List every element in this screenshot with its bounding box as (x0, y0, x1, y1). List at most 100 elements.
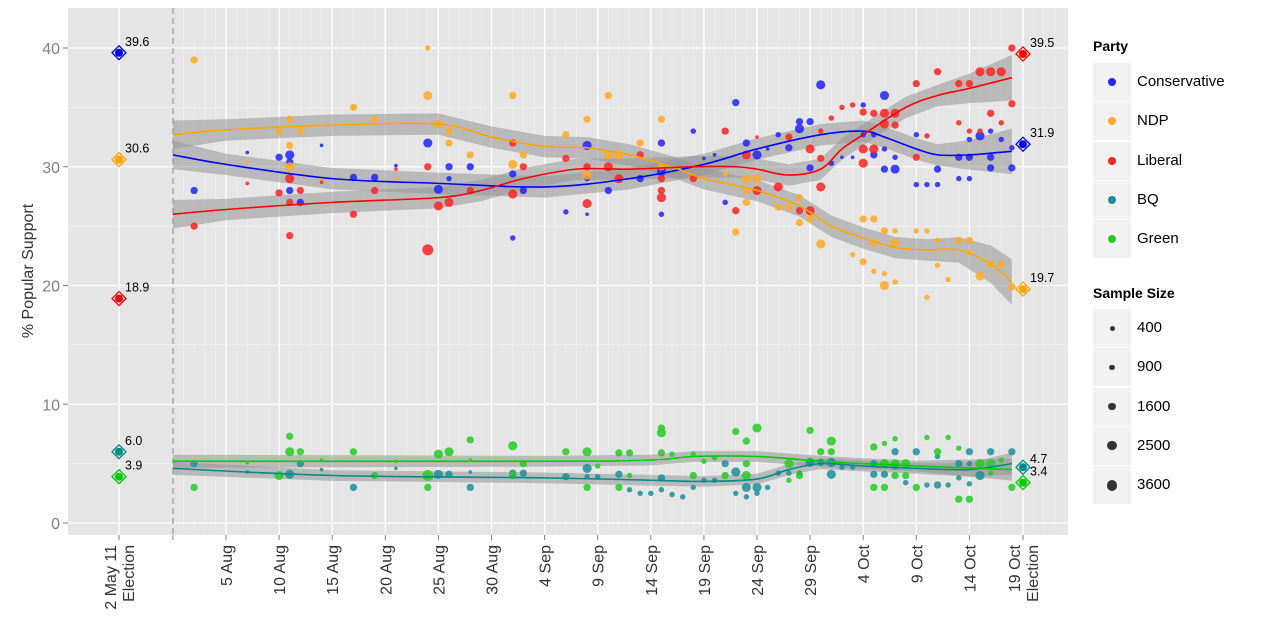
legend-dot-icon (1106, 479, 1118, 491)
poll-point-conservative (880, 165, 889, 173)
legend-label: Conservative (1137, 73, 1225, 90)
poll-point-green (965, 495, 974, 503)
poll-point-liberal (394, 167, 398, 171)
legend-item-size: 3600 (1093, 466, 1273, 505)
poll-point-conservative (519, 186, 527, 195)
x-tick-label: Election (1025, 545, 1042, 602)
legend-item-bq: BQ (1093, 180, 1273, 219)
poll-point-liberal (858, 144, 868, 154)
poll-point-ndp (245, 160, 250, 164)
poll-point-green (826, 436, 836, 446)
trend-line-green (172, 455, 1012, 471)
election-result-label: 6.0 (125, 434, 142, 448)
poll-point-green (987, 470, 994, 476)
poll-point-liberal (319, 180, 324, 185)
confidence-band-ndp (172, 113, 1012, 305)
poll-point-green (891, 471, 899, 480)
poll-point-bq (582, 463, 592, 473)
poll-point-ndp (871, 268, 877, 274)
poll-point-conservative (466, 163, 474, 171)
legend-key (1093, 348, 1131, 387)
poll-point-conservative (371, 173, 379, 182)
confidence-band-bq (172, 452, 1012, 487)
legend-key (1093, 387, 1131, 426)
poll-point-conservative (445, 163, 453, 171)
poll-point-liberal (924, 133, 930, 139)
poll-point-green (879, 459, 889, 469)
poll-point-conservative (933, 165, 942, 173)
poll-point-conservative (785, 144, 793, 152)
poll-point-liberal (977, 128, 983, 134)
poll-point-ndp (394, 176, 398, 181)
election-result-point (1019, 285, 1027, 294)
poll-point-conservative (892, 154, 898, 160)
poll-point-ndp (286, 115, 294, 123)
legend-item-ndp: NDP (1093, 102, 1273, 141)
legend-item-size: 1600 (1093, 387, 1273, 426)
poll-point-liberal (732, 207, 740, 215)
poll-point-liberal (996, 67, 1006, 77)
poll-point-bq (637, 490, 643, 497)
election-diamond-icon (1015, 136, 1031, 153)
poll-point-liberal (657, 186, 666, 195)
poll-point-green (795, 471, 804, 480)
legend-label: 900 (1137, 358, 1163, 376)
poll-point-ndp (445, 139, 453, 147)
poll-point-green (701, 458, 707, 464)
poll-point-green (752, 423, 762, 433)
poll-point-ndp (785, 203, 793, 211)
election-diamond-icon (111, 468, 127, 485)
poll-point-conservative (604, 186, 612, 195)
poll-point-conservative (1008, 164, 1016, 172)
poll-point-green (741, 470, 751, 481)
poll-point-conservative (850, 155, 855, 160)
legend-key (1093, 102, 1131, 141)
election-diamond-icon (1015, 46, 1031, 62)
poll-point-ndp (603, 150, 613, 160)
poll-point-green (433, 449, 443, 459)
poll-point-conservative (742, 139, 751, 147)
poll-point-bq (468, 470, 473, 474)
election-result-point (115, 294, 123, 303)
poll-point-conservative (433, 184, 443, 194)
poll-point-conservative (924, 181, 930, 188)
poll-point-ndp (425, 45, 431, 51)
poll-point-bq (733, 490, 739, 497)
poll-point-liberal (275, 189, 283, 197)
poll-point-ndp (732, 228, 740, 236)
poll-point-conservative (987, 153, 995, 161)
poll-point-green (912, 483, 920, 492)
poll-point-bq (519, 469, 527, 477)
poll-point-conservative (446, 175, 452, 182)
poll-point-bq (626, 487, 633, 493)
poll-point-conservative (860, 102, 866, 108)
poll-point-bq (669, 491, 675, 498)
poll-point-green (466, 436, 474, 444)
poll-point-green (1008, 483, 1016, 492)
poll-point-green (784, 459, 794, 469)
poll-point-ndp (741, 174, 751, 184)
poll-point-liberal (689, 174, 697, 183)
election-result-point (1019, 463, 1027, 472)
gridlines (68, 8, 1068, 535)
poll-point-bq (786, 470, 792, 476)
poll-point-ndp (657, 115, 666, 123)
legend-key (1093, 426, 1131, 465)
poll-point-conservative (286, 186, 294, 195)
poll-point-liberal (965, 79, 974, 88)
poll-point-ndp (806, 215, 814, 223)
poll-point-liberal (656, 193, 666, 203)
poll-point-conservative (795, 117, 804, 126)
poll-point-bq (945, 482, 951, 488)
poll-point-green (742, 459, 751, 468)
x-tick-label: 9 Oct (909, 544, 926, 583)
election-markers: 39.6 31.9 30.6 19.7 18.9 39.5 6.0 4.7 3.9 3.4 (111, 35, 1054, 491)
poll-point-ndp (190, 56, 198, 64)
poll-point-bq (658, 487, 665, 493)
poll-point-conservative (690, 128, 697, 134)
poll-point-ndp (583, 115, 591, 123)
y-tick-label: 20 (42, 279, 60, 296)
poll-point-liberal (870, 109, 878, 117)
election-result-point (1019, 478, 1027, 487)
poll-point-ndp (892, 228, 898, 234)
